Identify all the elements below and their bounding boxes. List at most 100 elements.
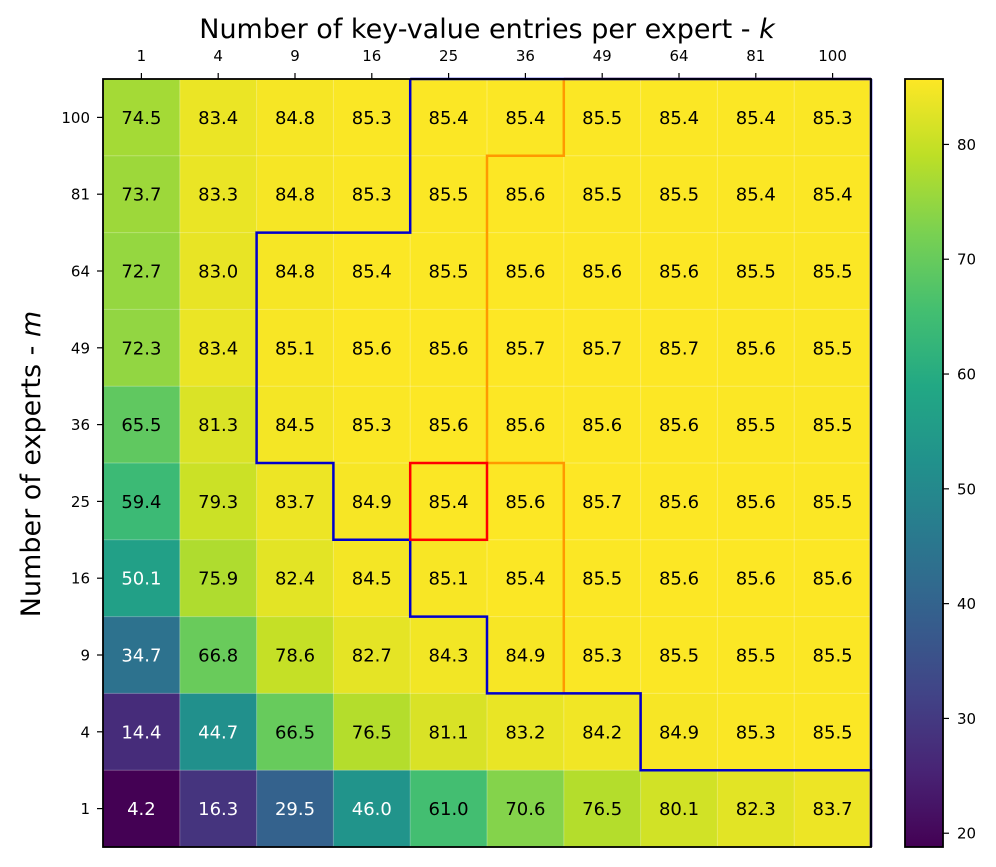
cell-value-label: 85.5 <box>813 262 853 283</box>
x-tick-label: 100 <box>818 47 847 65</box>
x-tick-label: 1 <box>137 47 147 65</box>
cell-value-label: 85.6 <box>429 415 469 436</box>
heatmap-cell <box>333 693 411 771</box>
cell-value-label: 85.6 <box>736 569 776 590</box>
x-tick-label: 4 <box>213 47 223 65</box>
x-tick-label: 25 <box>439 47 458 65</box>
cell-value-label: 84.5 <box>275 415 315 436</box>
heatmap-cell <box>103 539 181 618</box>
colorbar-tick-label: 60 <box>957 366 976 384</box>
cell-value-label: 85.5 <box>813 646 853 667</box>
highlight-cell <box>408 461 489 542</box>
x-tick-labels: 1 4 9 16 25 36 49 64 81 100 <box>137 47 847 79</box>
heatmap-cell <box>487 232 565 310</box>
cell-value-label: 83.3 <box>198 185 238 206</box>
cell-value-label: 61.0 <box>429 799 469 820</box>
heatmap-cell <box>333 386 411 464</box>
cell-value-label: 85.5 <box>429 185 469 206</box>
heatmap-cell <box>256 616 334 694</box>
cell-value-label: 85.1 <box>429 569 469 590</box>
heatmap-cell <box>333 539 411 618</box>
y-tick-labels: 100 81 64 49 36 25 16 9 4 1 <box>61 109 103 818</box>
heatmap-cell <box>794 539 872 618</box>
heatmap-cell <box>563 386 642 464</box>
cell-value-label: 85.3 <box>813 108 853 129</box>
heatmap-cell <box>563 539 642 618</box>
cell-value-label: 16.3 <box>198 799 238 820</box>
colorbar-tick-label: 30 <box>957 710 976 728</box>
heatmap-cell <box>563 693 642 771</box>
y-tick-label: 64 <box>71 263 90 281</box>
cell-value-label: 83.7 <box>813 799 853 820</box>
cell-value-label: 44.7 <box>198 722 238 743</box>
cell-value-label: 81.3 <box>198 415 238 436</box>
heatmap-cell <box>640 232 718 310</box>
heatmap-cell <box>487 770 565 848</box>
cell-value-label: 84.8 <box>275 185 315 206</box>
heatmap-cell <box>640 616 718 694</box>
cell-value-label: 85.6 <box>505 492 545 513</box>
cell-value-label: 50.1 <box>121 569 161 590</box>
cell-value-label: 79.3 <box>198 492 238 513</box>
heatmap-cell <box>487 539 565 618</box>
colorbar-tick-label: 80 <box>957 136 976 154</box>
heatmap-cell <box>794 79 872 157</box>
y-tick-label: 49 <box>71 339 90 357</box>
x-tick-label: 81 <box>746 47 765 65</box>
x-tick-label: 9 <box>290 47 300 65</box>
cell-value-label: 85.5 <box>659 646 699 667</box>
cell-value-label: 85.4 <box>813 185 853 206</box>
cell-value-label: 84.2 <box>582 722 622 743</box>
heatmap-cell <box>256 693 334 771</box>
cell-value-label: 85.4 <box>352 262 392 283</box>
cell-value-label: 85.6 <box>582 262 622 283</box>
cell-value-label: 74.5 <box>121 108 161 129</box>
cell-value-label: 85.5 <box>813 415 853 436</box>
cell-value-label: 76.5 <box>352 722 392 743</box>
heatmap-cell <box>179 693 258 771</box>
heatmap-cell <box>103 693 181 771</box>
heatmap-cell <box>640 770 718 848</box>
cell-value-label: 84.9 <box>659 722 699 743</box>
y-tick-label: 100 <box>61 109 90 127</box>
cell-value-label: 66.8 <box>198 646 238 667</box>
cell-value-label: 85.5 <box>736 415 776 436</box>
heatmap-cell <box>179 79 258 157</box>
heatmap-cell <box>563 309 642 387</box>
cell-value-label: 85.6 <box>659 569 699 590</box>
cell-value-label: 85.7 <box>582 492 622 513</box>
heatmap-cell <box>794 770 872 848</box>
heatmap-cell <box>333 309 411 387</box>
heatmap-cell <box>179 616 258 694</box>
heatmap-cell <box>410 79 488 157</box>
heatmap-cell <box>487 386 565 464</box>
colorbar-tick-label: 40 <box>957 595 976 613</box>
y-tick-label: 9 <box>80 647 90 665</box>
y-tick-label: 36 <box>71 416 90 434</box>
cell-value-label: 85.5 <box>582 185 622 206</box>
cell-value-label: 85.4 <box>429 108 469 129</box>
heatmap-cell <box>717 693 795 771</box>
heatmap-cell <box>410 386 488 464</box>
heatmap-cell <box>563 79 642 157</box>
cell-value-label: 85.7 <box>659 338 699 359</box>
heatmap-cell <box>794 693 872 771</box>
heatmap-cell <box>563 155 642 234</box>
heatmap-cell <box>717 155 795 234</box>
heatmap-cell <box>563 616 642 694</box>
colorbar-tick-label: 20 <box>957 825 976 843</box>
heatmap-cell <box>256 309 334 387</box>
x-tick-label: 16 <box>362 47 381 65</box>
heatmap-cell <box>103 616 181 694</box>
cell-value-label: 83.0 <box>198 262 238 283</box>
heatmap-cell <box>410 693 488 771</box>
colorbar-tick-label: 70 <box>957 251 976 269</box>
cell-value-label: 85.1 <box>275 338 315 359</box>
cell-value-label: 66.5 <box>275 722 315 743</box>
heatmap-cell <box>717 232 795 310</box>
heatmap-cell <box>333 155 411 234</box>
heatmap-cell <box>640 155 718 234</box>
cell-value-label: 85.6 <box>736 338 776 359</box>
cell-value-label: 70.6 <box>505 799 545 820</box>
